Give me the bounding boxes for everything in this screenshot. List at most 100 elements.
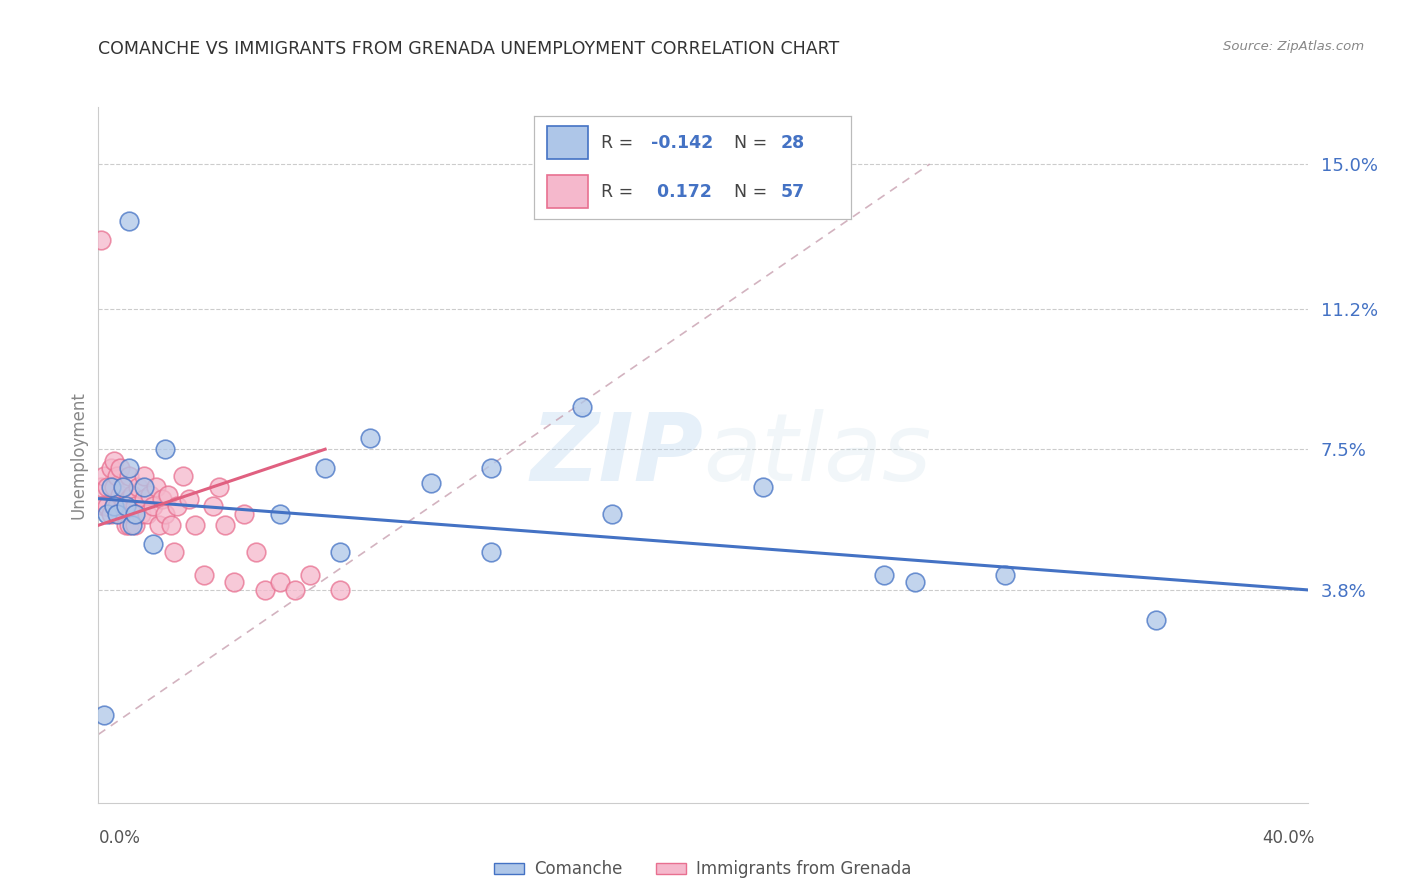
Point (142, 537, 165, 551)
Point (114, 500, 136, 514)
Point (419, 476, 441, 491)
Point (121, 507, 143, 521)
Point (135, 507, 157, 521)
Point (156, 488, 179, 502)
Point (177, 491, 201, 506)
Point (114, 500, 136, 514)
Point (153, 442, 176, 457)
Point (314, 461, 336, 475)
Text: N =: N = (734, 183, 772, 201)
Point (208, 480, 231, 494)
Point (224, 575, 246, 590)
Point (118, 491, 141, 506)
Point (153, 507, 176, 521)
Text: 57: 57 (782, 183, 806, 201)
Text: R =: R = (600, 134, 638, 152)
Point (299, 567, 322, 582)
Text: COMANCHE VS IMMIGRANTS FROM GRENADA UNEMPLOYMENT CORRELATION CHART: COMANCHE VS IMMIGRANTS FROM GRENADA UNEM… (98, 40, 839, 58)
Point (111, 480, 134, 494)
Point (93, 708, 115, 723)
Point (232, 507, 254, 521)
Point (132, 468, 155, 483)
Point (118, 468, 141, 483)
Point (172, 468, 194, 483)
Point (103, 500, 125, 514)
Point (145, 480, 167, 494)
Point (96, 480, 118, 494)
Point (108, 488, 131, 502)
Point (96, 507, 118, 521)
Point (245, 545, 267, 559)
Text: 0.172: 0.172 (651, 183, 713, 201)
Point (148, 518, 170, 533)
Point (481, 545, 503, 559)
Point (118, 461, 141, 475)
Text: N =: N = (734, 134, 772, 152)
Point (132, 491, 155, 506)
Point (329, 545, 352, 559)
Point (202, 500, 225, 514)
Text: -0.142: -0.142 (651, 134, 714, 152)
Point (100, 480, 122, 494)
Point (360, 431, 382, 445)
Point (1144, 613, 1167, 627)
Point (100, 461, 122, 475)
Point (124, 507, 146, 521)
Point (127, 480, 149, 494)
Point (118, 214, 141, 228)
Point (124, 500, 146, 514)
Point (93, 468, 115, 483)
Point (163, 545, 186, 559)
Point (108, 507, 131, 521)
Bar (547, 176, 588, 208)
Point (184, 518, 207, 533)
Point (571, 401, 593, 415)
Point (103, 453, 125, 467)
Point (118, 518, 141, 533)
Text: R =: R = (600, 183, 644, 201)
Point (269, 507, 291, 521)
Point (103, 480, 125, 494)
Text: Source: ZipAtlas.com: Source: ZipAtlas.com (1223, 40, 1364, 54)
Text: 28: 28 (782, 134, 806, 152)
Point (105, 507, 128, 521)
Legend: Comanche, Immigrants from Grenada: Comanche, Immigrants from Grenada (488, 854, 918, 885)
Text: atlas: atlas (703, 409, 931, 500)
Point (105, 500, 128, 514)
Point (214, 518, 236, 533)
Point (602, 507, 624, 521)
Bar (547, 126, 588, 159)
Point (994, 567, 1017, 582)
Point (96, 500, 118, 514)
Point (90, 233, 112, 247)
Point (90, 480, 112, 494)
Point (269, 575, 291, 590)
Point (329, 582, 352, 597)
Text: 40.0%: 40.0% (1263, 829, 1315, 847)
Point (481, 461, 503, 475)
Point (105, 468, 128, 483)
Y-axis label: Unemployment: Unemployment (69, 391, 87, 519)
Point (284, 582, 307, 597)
Point (752, 480, 775, 494)
Point (121, 488, 143, 502)
Point (139, 488, 162, 502)
Point (129, 507, 152, 521)
Point (111, 480, 134, 494)
Point (132, 480, 155, 494)
Point (142, 500, 165, 514)
Text: ZIP: ZIP (530, 409, 703, 501)
Point (111, 500, 134, 514)
Point (904, 575, 927, 590)
Point (873, 567, 896, 582)
Point (108, 461, 131, 475)
Point (166, 500, 188, 514)
Point (93, 500, 115, 514)
Point (160, 518, 183, 533)
Point (121, 518, 143, 533)
Text: 0.0%: 0.0% (98, 829, 141, 847)
Point (103, 500, 125, 514)
Point (114, 518, 136, 533)
Point (193, 567, 215, 582)
Point (150, 491, 173, 506)
